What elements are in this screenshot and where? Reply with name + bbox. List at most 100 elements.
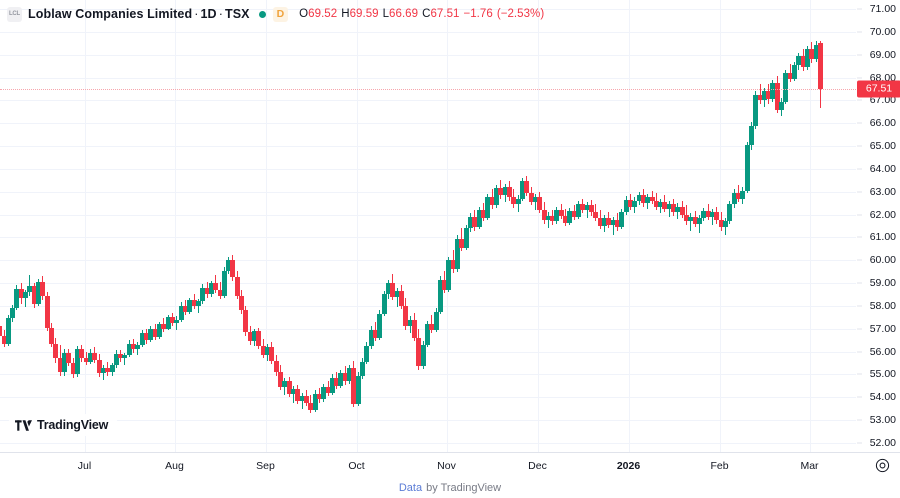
candle-body: [619, 212, 624, 228]
candle-body: [105, 367, 110, 373]
chart-plot-area[interactable]: TradingView: [0, 0, 856, 452]
candle-body: [520, 181, 525, 199]
candle-body: [770, 83, 775, 100]
candle-body: [425, 324, 430, 345]
candle-body: [611, 220, 616, 225]
candle-body: [783, 73, 788, 102]
candle-body: [468, 216, 473, 229]
candle-body: [511, 197, 516, 205]
time-tick-label: Nov: [437, 460, 456, 472]
candle-wick: [690, 213, 691, 231]
price-tick-dash: [857, 351, 862, 353]
candle-body: [343, 373, 348, 382]
legend-separator-1: ·: [194, 7, 199, 21]
candle-body: [736, 192, 741, 199]
candle-body: [114, 353, 119, 366]
candle-body: [347, 367, 352, 382]
candle-body: [45, 295, 50, 328]
candle-body: [675, 206, 680, 213]
watermark-text: TradingView: [37, 418, 109, 432]
candle-body: [818, 42, 823, 89]
candle-body: [516, 198, 521, 205]
candle-wick: [535, 194, 536, 210]
candle-body: [118, 353, 123, 359]
symbol-name[interactable]: Loblaw Companies Limited: [28, 7, 193, 21]
interval-label[interactable]: 1D: [200, 7, 217, 21]
ohlc-high-value: 69.59: [349, 8, 379, 20]
price-tick-label: 65.00: [869, 140, 896, 153]
candle-body: [338, 373, 343, 386]
candle-body: [567, 211, 572, 223]
candle-body: [291, 389, 296, 394]
candle-body: [58, 358, 63, 373]
candle-body: [36, 281, 41, 304]
gridline-vertical: [84, 0, 86, 452]
interval-badge[interactable]: D: [272, 6, 289, 22]
candle-body: [727, 204, 732, 222]
candle-body: [2, 335, 7, 344]
candle-body: [390, 283, 395, 297]
candle-body: [412, 319, 417, 338]
ohlc-change: −1.76: [463, 8, 493, 20]
candle-body: [300, 396, 305, 401]
candle-body: [749, 125, 754, 145]
candle-wick: [25, 289, 26, 308]
price-tick-dash: [857, 236, 862, 238]
candle-body: [10, 308, 15, 319]
candle-body: [209, 283, 214, 295]
candle-body: [792, 65, 797, 79]
candle-body: [295, 389, 300, 401]
candle-wick: [699, 214, 700, 233]
candle-body: [135, 344, 140, 350]
candle-body: [576, 204, 581, 217]
candle-body: [524, 181, 529, 193]
candle-body: [161, 324, 166, 329]
data-link[interactable]: Data: [398, 482, 423, 494]
gridline-horizontal: [0, 31, 856, 33]
price-tick-label: 70.00: [869, 25, 896, 38]
price-tick-dash: [857, 282, 862, 284]
price-tick-label: 67.00: [869, 94, 896, 107]
price-tick-dash: [857, 214, 862, 216]
candle-body: [654, 200, 659, 207]
candle-body: [386, 283, 391, 295]
candle-body: [282, 381, 287, 387]
exchange-label[interactable]: TSX: [224, 7, 250, 21]
candle-body: [32, 286, 37, 304]
candle-body: [507, 187, 512, 198]
price-scale[interactable]: 67.51 52.00 53.00 54.00 55.00 56.00 57.00 58.0…: [856, 0, 900, 452]
gridline-horizontal: [0, 214, 856, 216]
candle-body: [805, 49, 810, 68]
candle-body: [403, 305, 408, 327]
price-tick-dash: [857, 305, 862, 307]
candle-body: [779, 101, 784, 110]
candle-body: [278, 372, 283, 387]
candle-body: [144, 333, 149, 341]
candle-body: [222, 270, 227, 296]
gridline-vertical: [628, 0, 630, 452]
candle-body: [408, 319, 413, 327]
price-tick-dash: [857, 122, 862, 124]
chart-legend: LCL Loblaw Companies Limited · 1D · TSX …: [0, 0, 900, 28]
time-scale[interactable]: Jul Aug Sep Oct Nov Dec 2026 Feb Mar: [0, 452, 900, 479]
price-tick-label: 52.00: [869, 436, 896, 449]
candle-body: [537, 197, 542, 210]
candle-body: [218, 289, 223, 296]
price-tick-label: 58.00: [869, 299, 896, 312]
candle-wick: [397, 287, 398, 308]
crosshair-target-icon[interactable]: [875, 458, 890, 473]
candle-body: [75, 349, 80, 375]
candle-body: [658, 202, 663, 207]
gridline-horizontal: [0, 260, 856, 262]
price-tick-label: 66.00: [869, 117, 896, 130]
gridline-vertical: [174, 0, 176, 452]
candle-body: [602, 218, 607, 226]
candle-body: [49, 327, 54, 344]
candle-body: [351, 367, 356, 405]
candle-body: [153, 328, 158, 337]
candle-body: [624, 199, 629, 213]
candle-body: [801, 55, 806, 68]
candle-body: [19, 288, 24, 298]
candle-body: [814, 44, 819, 60]
